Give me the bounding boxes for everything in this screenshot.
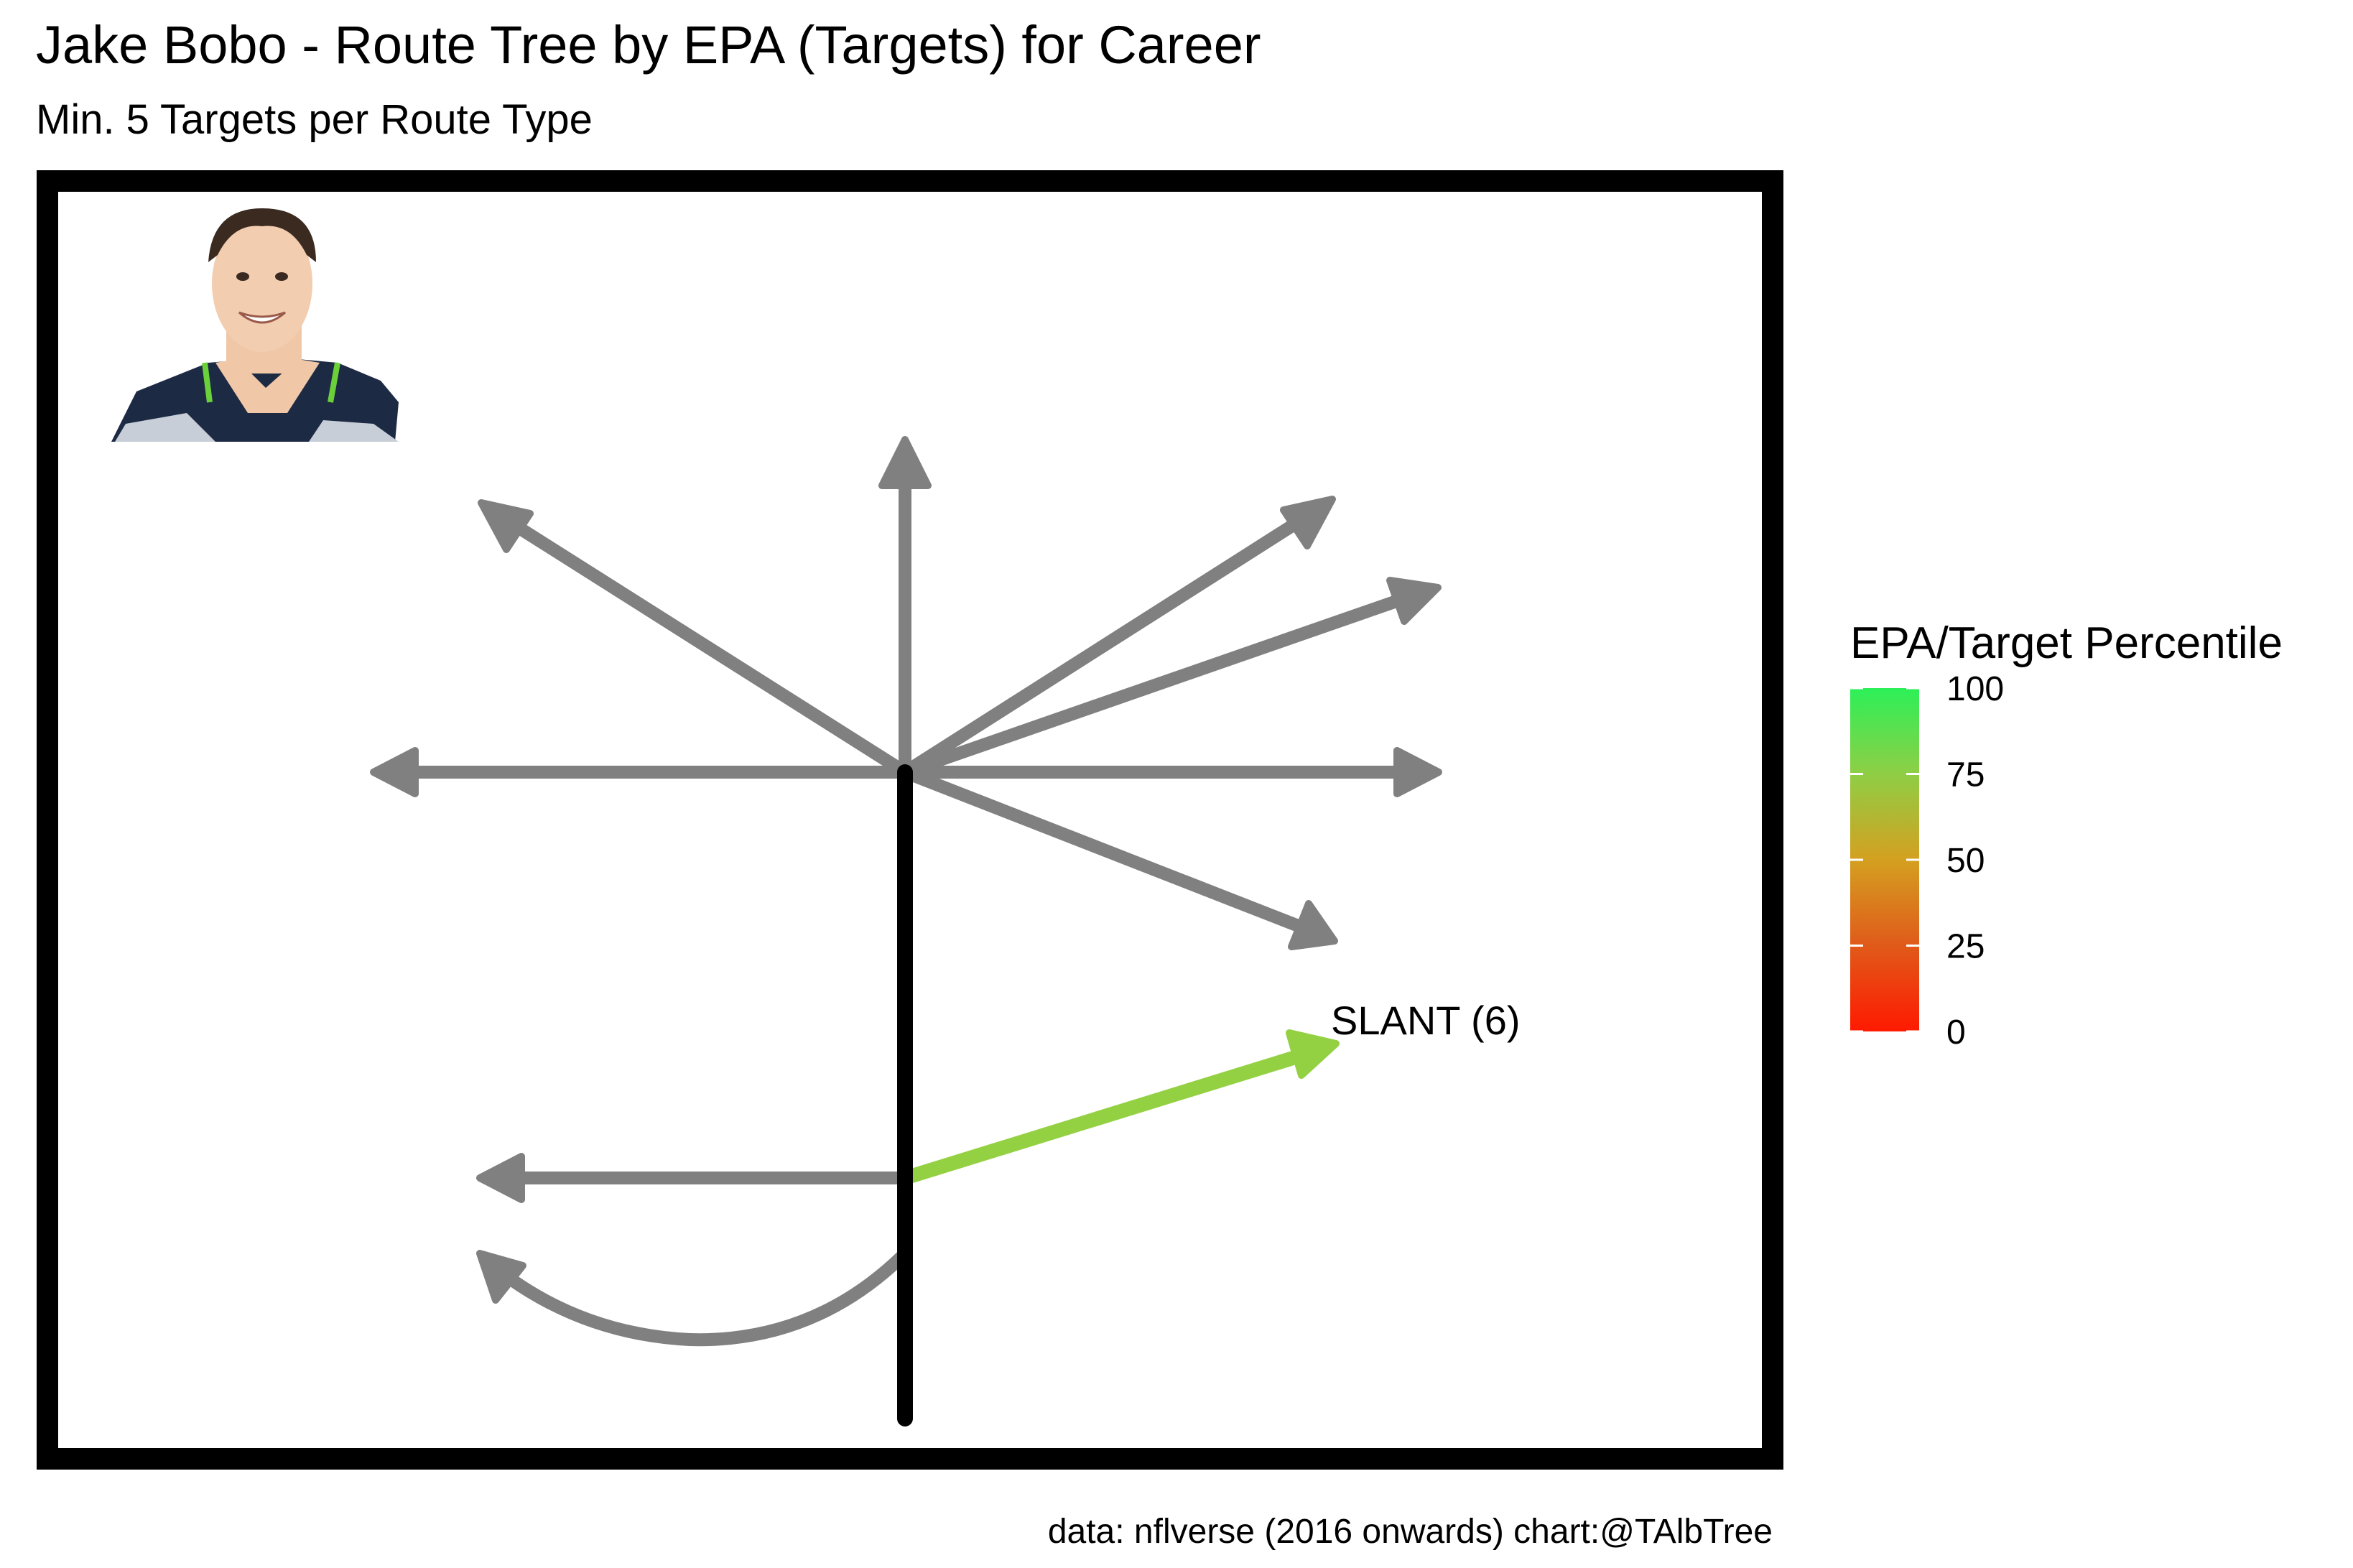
route-comeback bbox=[899, 766, 1307, 933]
route-screen-arrowhead bbox=[476, 1250, 526, 1304]
legend-tick-label: 25 bbox=[1946, 928, 1985, 966]
route-in-arrowhead bbox=[370, 747, 419, 797]
legend-title: EPA/Target Percentile bbox=[1850, 618, 2283, 668]
route-wheel-arrowhead bbox=[1386, 577, 1442, 625]
route-post bbox=[899, 514, 1307, 779]
route-wheel bbox=[899, 593, 1407, 779]
route-comeback-arrowhead bbox=[1288, 900, 1338, 950]
route-corner-arrowhead bbox=[478, 499, 534, 553]
chart-subtitle: Min. 5 Targets per Route Type bbox=[36, 96, 593, 143]
legend-tick-label: 100 bbox=[1946, 670, 2004, 708]
route-post-arrowhead bbox=[1280, 496, 1336, 549]
route-label-slant: SLANT (6) bbox=[1331, 998, 1520, 1043]
chart-title: Jake Bobo - Route Tree by EPA (Targets) … bbox=[36, 15, 1261, 75]
route-out-arrowhead bbox=[1393, 747, 1442, 797]
route-corner bbox=[507, 518, 911, 779]
legend-tick-label: 0 bbox=[1946, 1013, 1966, 1052]
route-tree bbox=[370, 436, 1442, 1426]
legend-ticks: 0 25 50 75 100 bbox=[1850, 670, 2004, 1052]
route-flat-arrowhead bbox=[476, 1153, 525, 1203]
chart-caption: data: nflverse (2016 onwards) chart:@TAl… bbox=[1048, 1513, 1773, 1551]
legend: EPA/Target Percentile 0 25 50 75 100 bbox=[1850, 618, 2283, 1052]
legend-tick-label: 50 bbox=[1946, 842, 1985, 880]
legend-tick-label: 75 bbox=[1946, 756, 1985, 794]
route-go-arrowhead bbox=[878, 436, 932, 489]
route-screen bbox=[503, 1251, 908, 1347]
player-headshot bbox=[111, 208, 399, 442]
route-slant-arrowhead bbox=[1286, 1029, 1340, 1079]
route-slant bbox=[898, 1049, 1307, 1185]
